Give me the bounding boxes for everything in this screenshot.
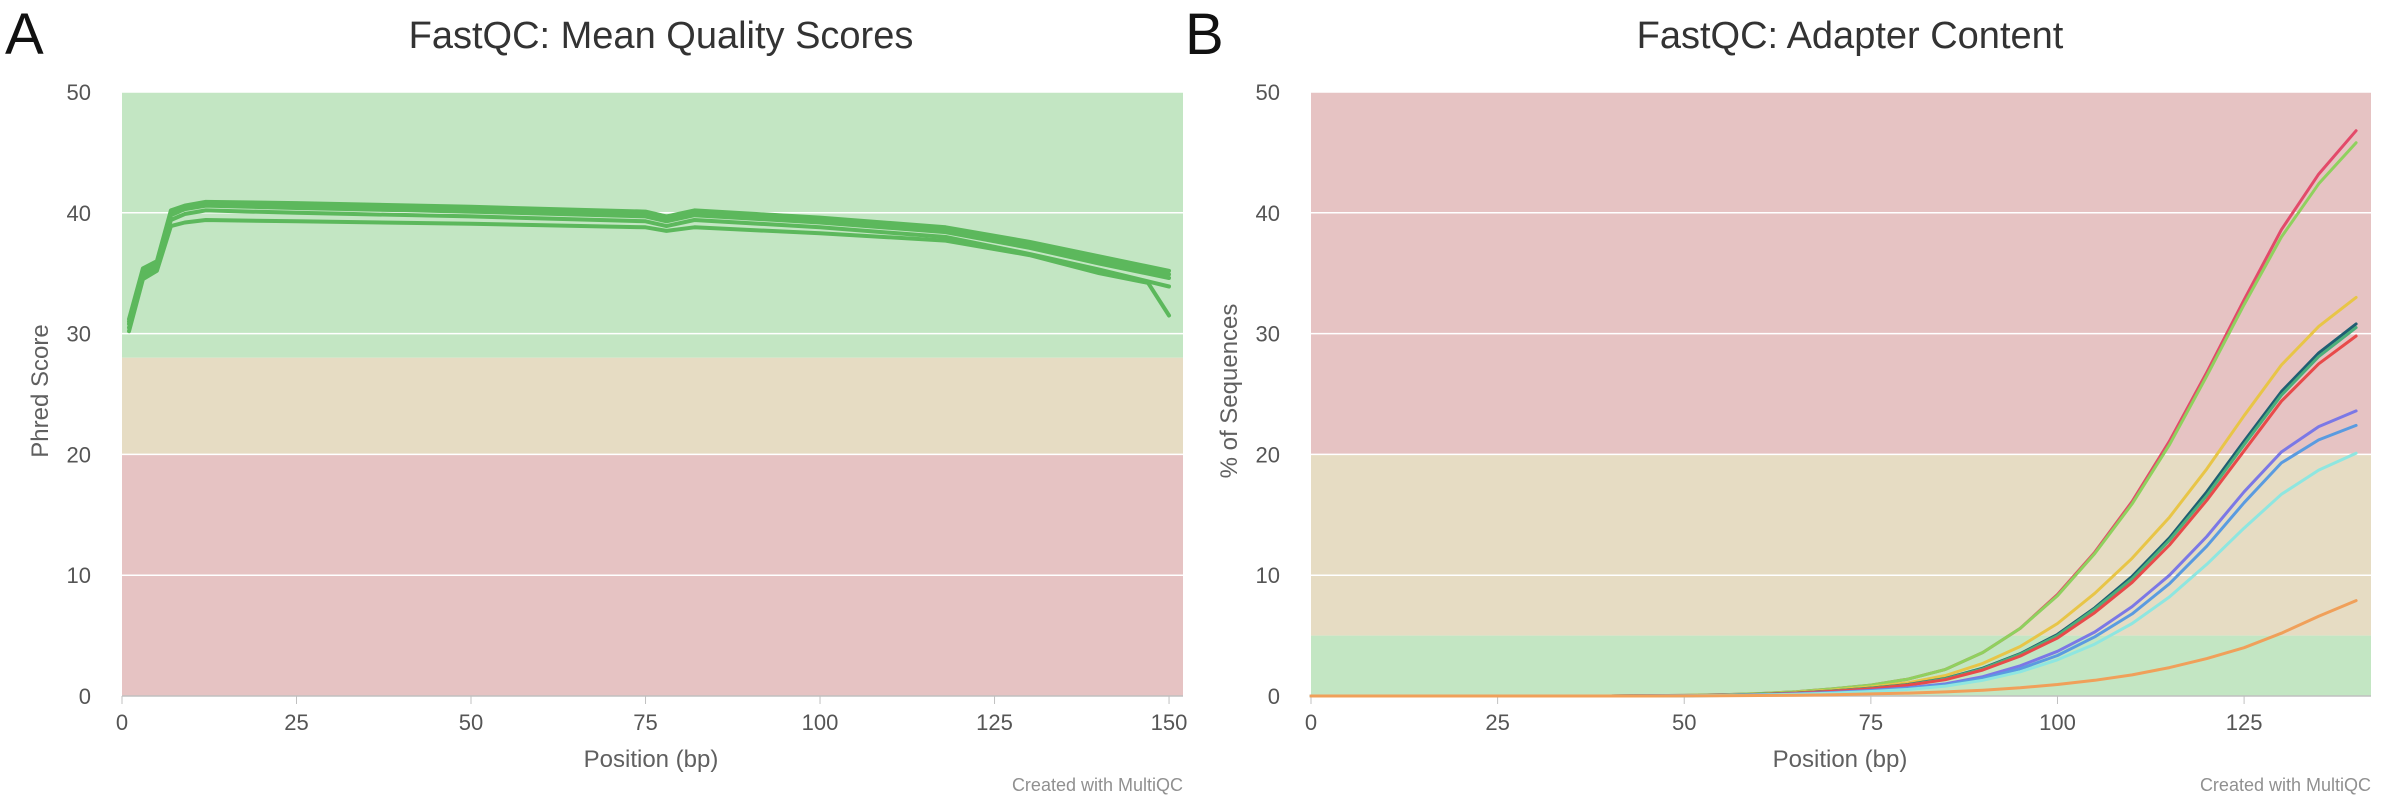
x-tick-label: 50: [459, 710, 483, 735]
x-tick-label: 75: [1859, 710, 1883, 735]
x-tick-label: 0: [116, 710, 128, 735]
x-axis-label-adapter-content: Position (bp): [1773, 746, 1908, 773]
x-tick-label: 25: [284, 710, 308, 735]
y-tick-label: 30: [1256, 322, 1280, 347]
y-tick-label: 10: [1256, 563, 1280, 588]
chart-title-adapter-content: FastQC: Adapter Content: [1637, 15, 2064, 57]
chart-title-mean-quality: FastQC: Mean Quality Scores: [409, 15, 914, 57]
y-tick-label: 0: [79, 684, 91, 709]
plot-area-mean-quality: 0 10 20 30 40 50 0 25 50 75 100 125 150: [67, 80, 1188, 735]
x-tick-label: 50: [1672, 710, 1696, 735]
credit-multiqc-b: Created with MultiQC: [2200, 775, 2371, 795]
y-tick-label: 40: [1256, 201, 1280, 226]
x-tick-label: 100: [802, 710, 839, 735]
x-tick-label: 0: [1305, 710, 1317, 735]
y-axis-label-adapter-content: % of Sequences: [1216, 304, 1243, 479]
x-tick-label: 100: [2039, 710, 2076, 735]
x-tick-label: 25: [1485, 710, 1509, 735]
y-tick-label: 0: [1268, 684, 1280, 709]
threshold-band-1: [122, 357, 1183, 455]
credit-multiqc-a: Created with MultiQC: [1012, 775, 1183, 795]
threshold-band-2: [1311, 635, 2371, 696]
y-axis-label-mean-quality: Phred Score: [27, 324, 54, 457]
x-tick-label: 150: [1151, 710, 1188, 735]
y-tick-label: 10: [67, 563, 91, 588]
threshold-band-1: [1311, 454, 2371, 636]
x-tick-label: 125: [2226, 710, 2263, 735]
x-tick-label: 125: [976, 710, 1013, 735]
threshold-band-0: [1311, 92, 2371, 455]
y-tick-label: 20: [67, 442, 91, 467]
y-tick-label: 40: [67, 201, 91, 226]
plot-area-adapter-content: 0 10 20 30 40 50 0 25 50 75 100 125: [1256, 80, 2371, 735]
x-tick-label: 75: [633, 710, 657, 735]
series-line-9: [1309, 599, 2358, 698]
y-tick-label: 30: [67, 322, 91, 347]
y-tick-label: 50: [67, 80, 91, 105]
y-tick-label: 50: [1256, 80, 1280, 105]
panel-letter-a: A: [5, 2, 44, 67]
panel-b-adapter-content: B FastQC: Adapter Content 0 10 20 30 40 50 0 25…: [1185, 2, 2371, 795]
panel-letter-b: B: [1185, 2, 1224, 67]
y-tick-label: 20: [1256, 442, 1280, 467]
panel-a-mean-quality-scores: A FastQC: Mean Quality Scores 0 10 20 30 40 5…: [5, 2, 1187, 795]
x-axis-label-mean-quality: Position (bp): [584, 746, 719, 773]
series-line-4: [127, 218, 1171, 334]
